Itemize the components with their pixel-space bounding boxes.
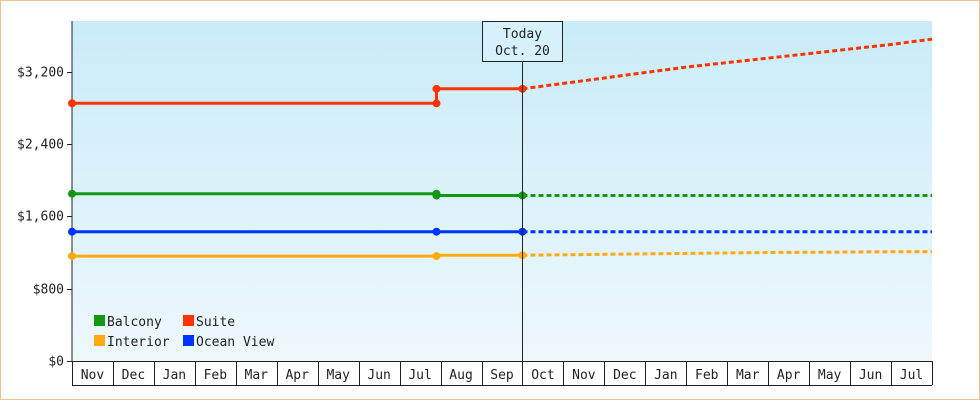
suite-point (68, 99, 76, 108)
x-tick-label: May (818, 368, 842, 383)
x-tick-label: Feb (204, 368, 228, 383)
today-label: Today (503, 27, 542, 42)
y-tick-label: $1,600 (17, 210, 64, 225)
y-tick-label: $800 (33, 283, 64, 298)
suite-legend-swatch (183, 315, 194, 326)
balcony-point (68, 189, 76, 198)
x-tick-label: Jun (367, 368, 390, 383)
x-tick-label: Nov (572, 368, 596, 383)
x-tick-label: Jan (654, 368, 677, 383)
x-tick-label: Apr (285, 368, 309, 383)
x-tick-label: Jul (408, 368, 431, 383)
interior-actual-line (72, 253, 523, 258)
interior-forecast-line (522, 250, 933, 257)
legend: Balcony Suite Interior Ocean View (94, 315, 274, 350)
balcony-legend-swatch (94, 315, 105, 326)
y-tick-label: $3,200 (17, 66, 64, 81)
suite-actual-line (72, 87, 523, 105)
suite-legend-label: Suite (196, 315, 235, 330)
suite-point (432, 84, 441, 93)
x-tick-label: May (326, 368, 350, 383)
ocean-view-point (432, 227, 441, 236)
x-tick-label: Jan (163, 368, 186, 383)
x-tick-label: Jun (859, 368, 882, 383)
interior-point (432, 252, 441, 261)
suite-point (432, 99, 441, 108)
x-tick-label: Dec (613, 368, 636, 383)
suite-forecast-line (522, 37, 933, 91)
ocean-view-legend-label: Ocean View (196, 335, 274, 350)
balcony-legend-label: Balcony (107, 315, 162, 330)
y-tick-label: $0 (48, 355, 64, 370)
x-tick-label: Mar (245, 368, 269, 383)
x-tick-label: Sep (490, 368, 514, 383)
ocean-view-point (68, 227, 76, 236)
y-tick-label: $2,400 (17, 138, 64, 153)
x-tick-label: Jul (900, 368, 923, 383)
balcony-point (432, 191, 441, 200)
interior-legend-swatch (94, 335, 105, 346)
x-tick-label: Oct (531, 368, 554, 383)
x-tick-label: Dec (122, 368, 145, 383)
x-tick-label: Feb (695, 368, 719, 383)
x-tick-label: Apr (777, 368, 801, 383)
ocean-view-legend-swatch (183, 335, 194, 346)
x-tick-label: Aug (449, 368, 472, 383)
plot-background (72, 21, 932, 361)
interior-point (68, 252, 76, 261)
today-box (482, 21, 563, 62)
interior-legend-label: Interior (107, 335, 170, 350)
x-tick-label: Mar (736, 368, 760, 383)
today-date: Oct. 20 (495, 44, 550, 59)
x-tick-label: Nov (81, 368, 105, 383)
